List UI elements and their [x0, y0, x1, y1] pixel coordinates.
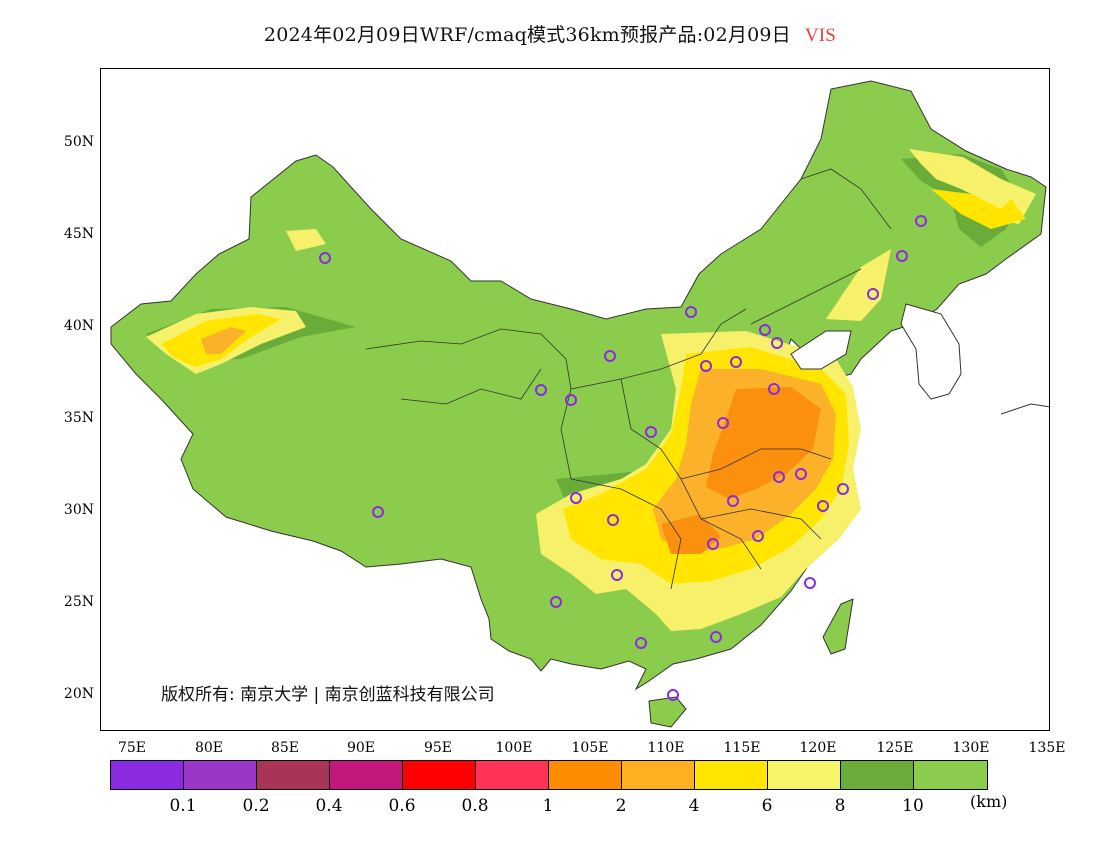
station-marker [804, 577, 816, 589]
legend-label: 0.2 [242, 796, 270, 816]
station-marker [604, 350, 616, 362]
legend-swatch [622, 761, 695, 789]
station-marker [372, 506, 384, 518]
station-marker [685, 306, 697, 318]
legend-label: 8 [834, 796, 846, 816]
legend-swatch [403, 761, 476, 789]
station-marker [535, 384, 547, 396]
lon-label: 105E [571, 740, 609, 756]
title-variable: VIS [804, 25, 837, 46]
light-yellow-zone [826, 249, 891, 321]
station-marker [771, 337, 783, 349]
light-yellow-zone [286, 229, 326, 251]
taiwan-island [822, 598, 854, 655]
station-marker [727, 495, 739, 507]
legend-label: 1 [542, 796, 554, 816]
light-orange-zone [201, 327, 246, 354]
station-marker [773, 471, 785, 483]
legend-swatch [768, 761, 841, 789]
legend-swatch [184, 761, 257, 789]
lat-label: 45N [63, 226, 94, 242]
orange-zone [706, 387, 821, 499]
legend-swatch [549, 761, 622, 789]
legend-unit: (km) [970, 792, 1008, 811]
legend-swatch [695, 761, 768, 789]
lon-label: 90E [346, 740, 376, 756]
map-panel[interactable] [100, 68, 1050, 731]
station-marker [867, 288, 879, 300]
korea-peninsula [900, 303, 962, 400]
lon-label: 95E [423, 740, 453, 756]
station-marker [645, 426, 657, 438]
station-marker [611, 569, 623, 581]
orange-zone [661, 514, 721, 554]
japan-islands [1000, 403, 1049, 415]
legend-swatch [111, 761, 184, 789]
station-markers [319, 215, 927, 701]
yellow-zone [931, 189, 1026, 229]
lat-label: 40N [63, 318, 94, 334]
lon-label: 85E [270, 740, 300, 756]
lat-label: 30N [63, 502, 94, 518]
legend-label: 4 [688, 796, 700, 816]
station-marker [700, 360, 712, 372]
station-marker [768, 383, 780, 395]
copyright-text: 版权所有: 南京大学 | 南京创蓝科技有限公司 [161, 685, 495, 705]
station-marker [319, 252, 331, 264]
legend-label: 0.4 [315, 796, 343, 816]
station-marker [607, 514, 619, 526]
station-marker [915, 215, 927, 227]
lon-label: 135E [1028, 740, 1066, 756]
station-marker [795, 468, 807, 480]
lon-label: 115E [723, 740, 761, 756]
chart-title: 2024年02月09日WRF/cmaq模式36km预报产品:02月09日 VIS [0, 20, 1100, 47]
province-boundaries [365, 168, 892, 590]
station-marker [707, 538, 719, 550]
station-marker [759, 324, 771, 336]
color-legend [110, 760, 988, 790]
legend-swatch [257, 761, 330, 789]
lat-label: 35N [63, 410, 94, 426]
legend-label: 0.8 [461, 796, 489, 816]
title-main: 2024年02月09日WRF/cmaq模式36km预报产品:02月09日 [263, 24, 791, 46]
station-marker [550, 596, 562, 608]
lat-label: 50N [63, 134, 94, 150]
legend-label: 6 [761, 796, 773, 816]
station-marker [565, 394, 577, 406]
lon-label: 75E [117, 740, 147, 756]
lon-label: 110E [647, 740, 685, 756]
china-landmass [110, 80, 1047, 691]
legend-label: 2 [615, 796, 627, 816]
legend-swatch [330, 761, 403, 789]
hainan-island [648, 696, 687, 728]
lat-label: 20N [63, 686, 94, 702]
bohai-sea [790, 330, 852, 370]
lon-label: 80E [194, 740, 224, 756]
station-marker [896, 250, 908, 262]
lon-label: 130E [952, 740, 990, 756]
lon-label: 100E [495, 740, 533, 756]
legend-label: 10 [902, 796, 924, 816]
station-marker [570, 492, 582, 504]
lat-label: 25N [63, 594, 94, 610]
lon-label: 125E [876, 740, 914, 756]
station-marker [817, 500, 829, 512]
station-marker [667, 689, 679, 701]
station-marker [752, 530, 764, 542]
lon-label: 120E [799, 740, 837, 756]
light-yellow-zone [909, 149, 1036, 224]
station-marker [837, 483, 849, 495]
legend-swatch [841, 761, 914, 789]
station-marker [730, 356, 742, 368]
station-marker [710, 631, 722, 643]
station-marker [717, 417, 729, 429]
legend-swatch [476, 761, 549, 789]
visibility-map [110, 80, 1049, 728]
legend-swatch [914, 761, 987, 789]
legend-label: 0.1 [169, 796, 197, 816]
legend-label: 0.6 [388, 796, 416, 816]
station-marker [635, 637, 647, 649]
